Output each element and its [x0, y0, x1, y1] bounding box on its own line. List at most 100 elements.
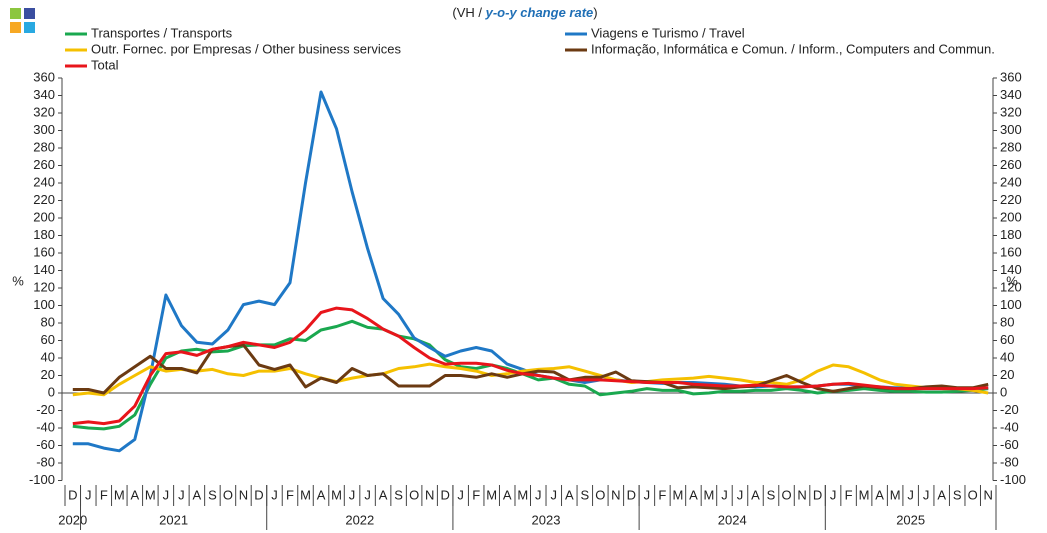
- legend-label: Transportes / Transports: [91, 25, 233, 40]
- year-label: 2020: [58, 512, 87, 527]
- x-tick-label: D: [68, 487, 77, 502]
- x-tick-label: N: [425, 487, 434, 502]
- y-tick-label: 280: [33, 139, 55, 154]
- y2-tick-label: 200: [1000, 209, 1022, 224]
- x-tick-label: J: [907, 487, 914, 502]
- x-tick-label: M: [890, 487, 901, 502]
- x-tick-label: A: [379, 487, 388, 502]
- x-tick-label: M: [331, 487, 342, 502]
- y2-tick-label: -80: [1000, 454, 1019, 469]
- x-tick-label: F: [472, 487, 480, 502]
- x-tick-label: M: [145, 487, 156, 502]
- x-tick-label: A: [503, 487, 512, 502]
- title-emphasis: y-o-y change rate: [485, 5, 594, 20]
- x-tick-label: O: [595, 487, 605, 502]
- y-tick-label: 300: [33, 122, 55, 137]
- y2-tick-label: 260: [1000, 157, 1022, 172]
- year-label: 2022: [345, 512, 374, 527]
- y2-tick-label: 0: [1000, 384, 1007, 399]
- x-tick-label: J: [923, 487, 930, 502]
- x-tick-label: J: [644, 487, 651, 502]
- y2-tick-label: -100: [1000, 472, 1026, 487]
- legend-label: Outr. Fornec. por Empresas / Other busin…: [91, 41, 401, 56]
- x-tick-label: S: [767, 487, 776, 502]
- y2-tick-label: 100: [1000, 297, 1022, 312]
- y-tick-label: 220: [33, 192, 55, 207]
- x-tick-label: N: [239, 487, 248, 502]
- y-tick-label: -100: [29, 472, 55, 487]
- x-tick-label: F: [845, 487, 853, 502]
- x-tick-label: A: [689, 487, 698, 502]
- x-tick-label: D: [627, 487, 636, 502]
- title-prefix: (VH /: [452, 5, 485, 20]
- x-tick-label: J: [163, 487, 170, 502]
- y2-tick-label: 180: [1000, 227, 1022, 242]
- x-tick-label: M: [859, 487, 870, 502]
- y-tick-label: 80: [41, 314, 55, 329]
- y-tick-label: 180: [33, 227, 55, 242]
- y2-tick-label: -60: [1000, 437, 1019, 452]
- x-tick-label: S: [208, 487, 217, 502]
- y-tick-label: 140: [33, 262, 55, 277]
- x-tick-label: O: [409, 487, 419, 502]
- y-tick-label: -60: [36, 437, 55, 452]
- y2-tick-label: -40: [1000, 419, 1019, 434]
- logo: [10, 8, 21, 19]
- y-tick-label: 160: [33, 244, 55, 259]
- x-tick-label: D: [254, 487, 263, 502]
- x-tick-label: M: [672, 487, 683, 502]
- y2-tick-label: 340: [1000, 87, 1022, 102]
- x-tick-label: D: [440, 487, 449, 502]
- y-tick-label: 260: [33, 157, 55, 172]
- x-tick-label: F: [658, 487, 666, 502]
- legend-label: Viagens e Turismo / Travel: [591, 25, 745, 40]
- y2-tick-label: 80: [1000, 314, 1014, 329]
- x-tick-label: A: [565, 487, 574, 502]
- x-tick-label: N: [797, 487, 806, 502]
- x-tick-label: A: [130, 487, 139, 502]
- x-tick-label: J: [830, 487, 837, 502]
- y2-tick-label: 240: [1000, 174, 1022, 189]
- x-tick-label: M: [114, 487, 125, 502]
- logo: [10, 22, 21, 33]
- y2-tick-label: 40: [1000, 349, 1014, 364]
- year-label: 2024: [718, 512, 747, 527]
- x-tick-label: M: [517, 487, 528, 502]
- x-tick-label: A: [317, 487, 326, 502]
- series-line: [72, 306, 989, 426]
- y-tick-label: -20: [36, 402, 55, 417]
- x-tick-label: D: [813, 487, 822, 502]
- y-tick-label: 60: [41, 332, 55, 347]
- year-label: 2021: [159, 512, 188, 527]
- x-tick-label: A: [751, 487, 760, 502]
- y-tick-label: 100: [33, 297, 55, 312]
- y-axis-label: %: [12, 273, 24, 288]
- y-tick-label: 200: [33, 209, 55, 224]
- y2-tick-label: 140: [1000, 262, 1022, 277]
- y-tick-label: 20: [41, 367, 55, 382]
- y2-tick-label: 60: [1000, 332, 1014, 347]
- year-label: 2025: [896, 512, 925, 527]
- y2-tick-label: 300: [1000, 122, 1022, 137]
- x-tick-label: F: [100, 487, 108, 502]
- x-tick-label: N: [611, 487, 620, 502]
- logo: [24, 22, 35, 33]
- y2-tick-label: 360: [1000, 69, 1022, 84]
- x-tick-label: J: [85, 487, 92, 502]
- y-tick-label: 360: [33, 69, 55, 84]
- y-tick-label: 240: [33, 174, 55, 189]
- x-tick-label: A: [193, 487, 202, 502]
- x-tick-label: O: [968, 487, 978, 502]
- y-tick-label: 320: [33, 104, 55, 119]
- x-tick-label: O: [223, 487, 233, 502]
- y2-tick-label: 320: [1000, 104, 1022, 119]
- y2-tick-label: 160: [1000, 244, 1022, 259]
- y2-tick-label: 120: [1000, 279, 1022, 294]
- x-tick-label: M: [486, 487, 497, 502]
- y2-axis-label: %: [1006, 273, 1018, 288]
- x-tick-label: J: [551, 487, 558, 502]
- y-tick-label: -80: [36, 454, 55, 469]
- x-tick-label: J: [457, 487, 464, 502]
- y-tick-label: 340: [33, 87, 55, 102]
